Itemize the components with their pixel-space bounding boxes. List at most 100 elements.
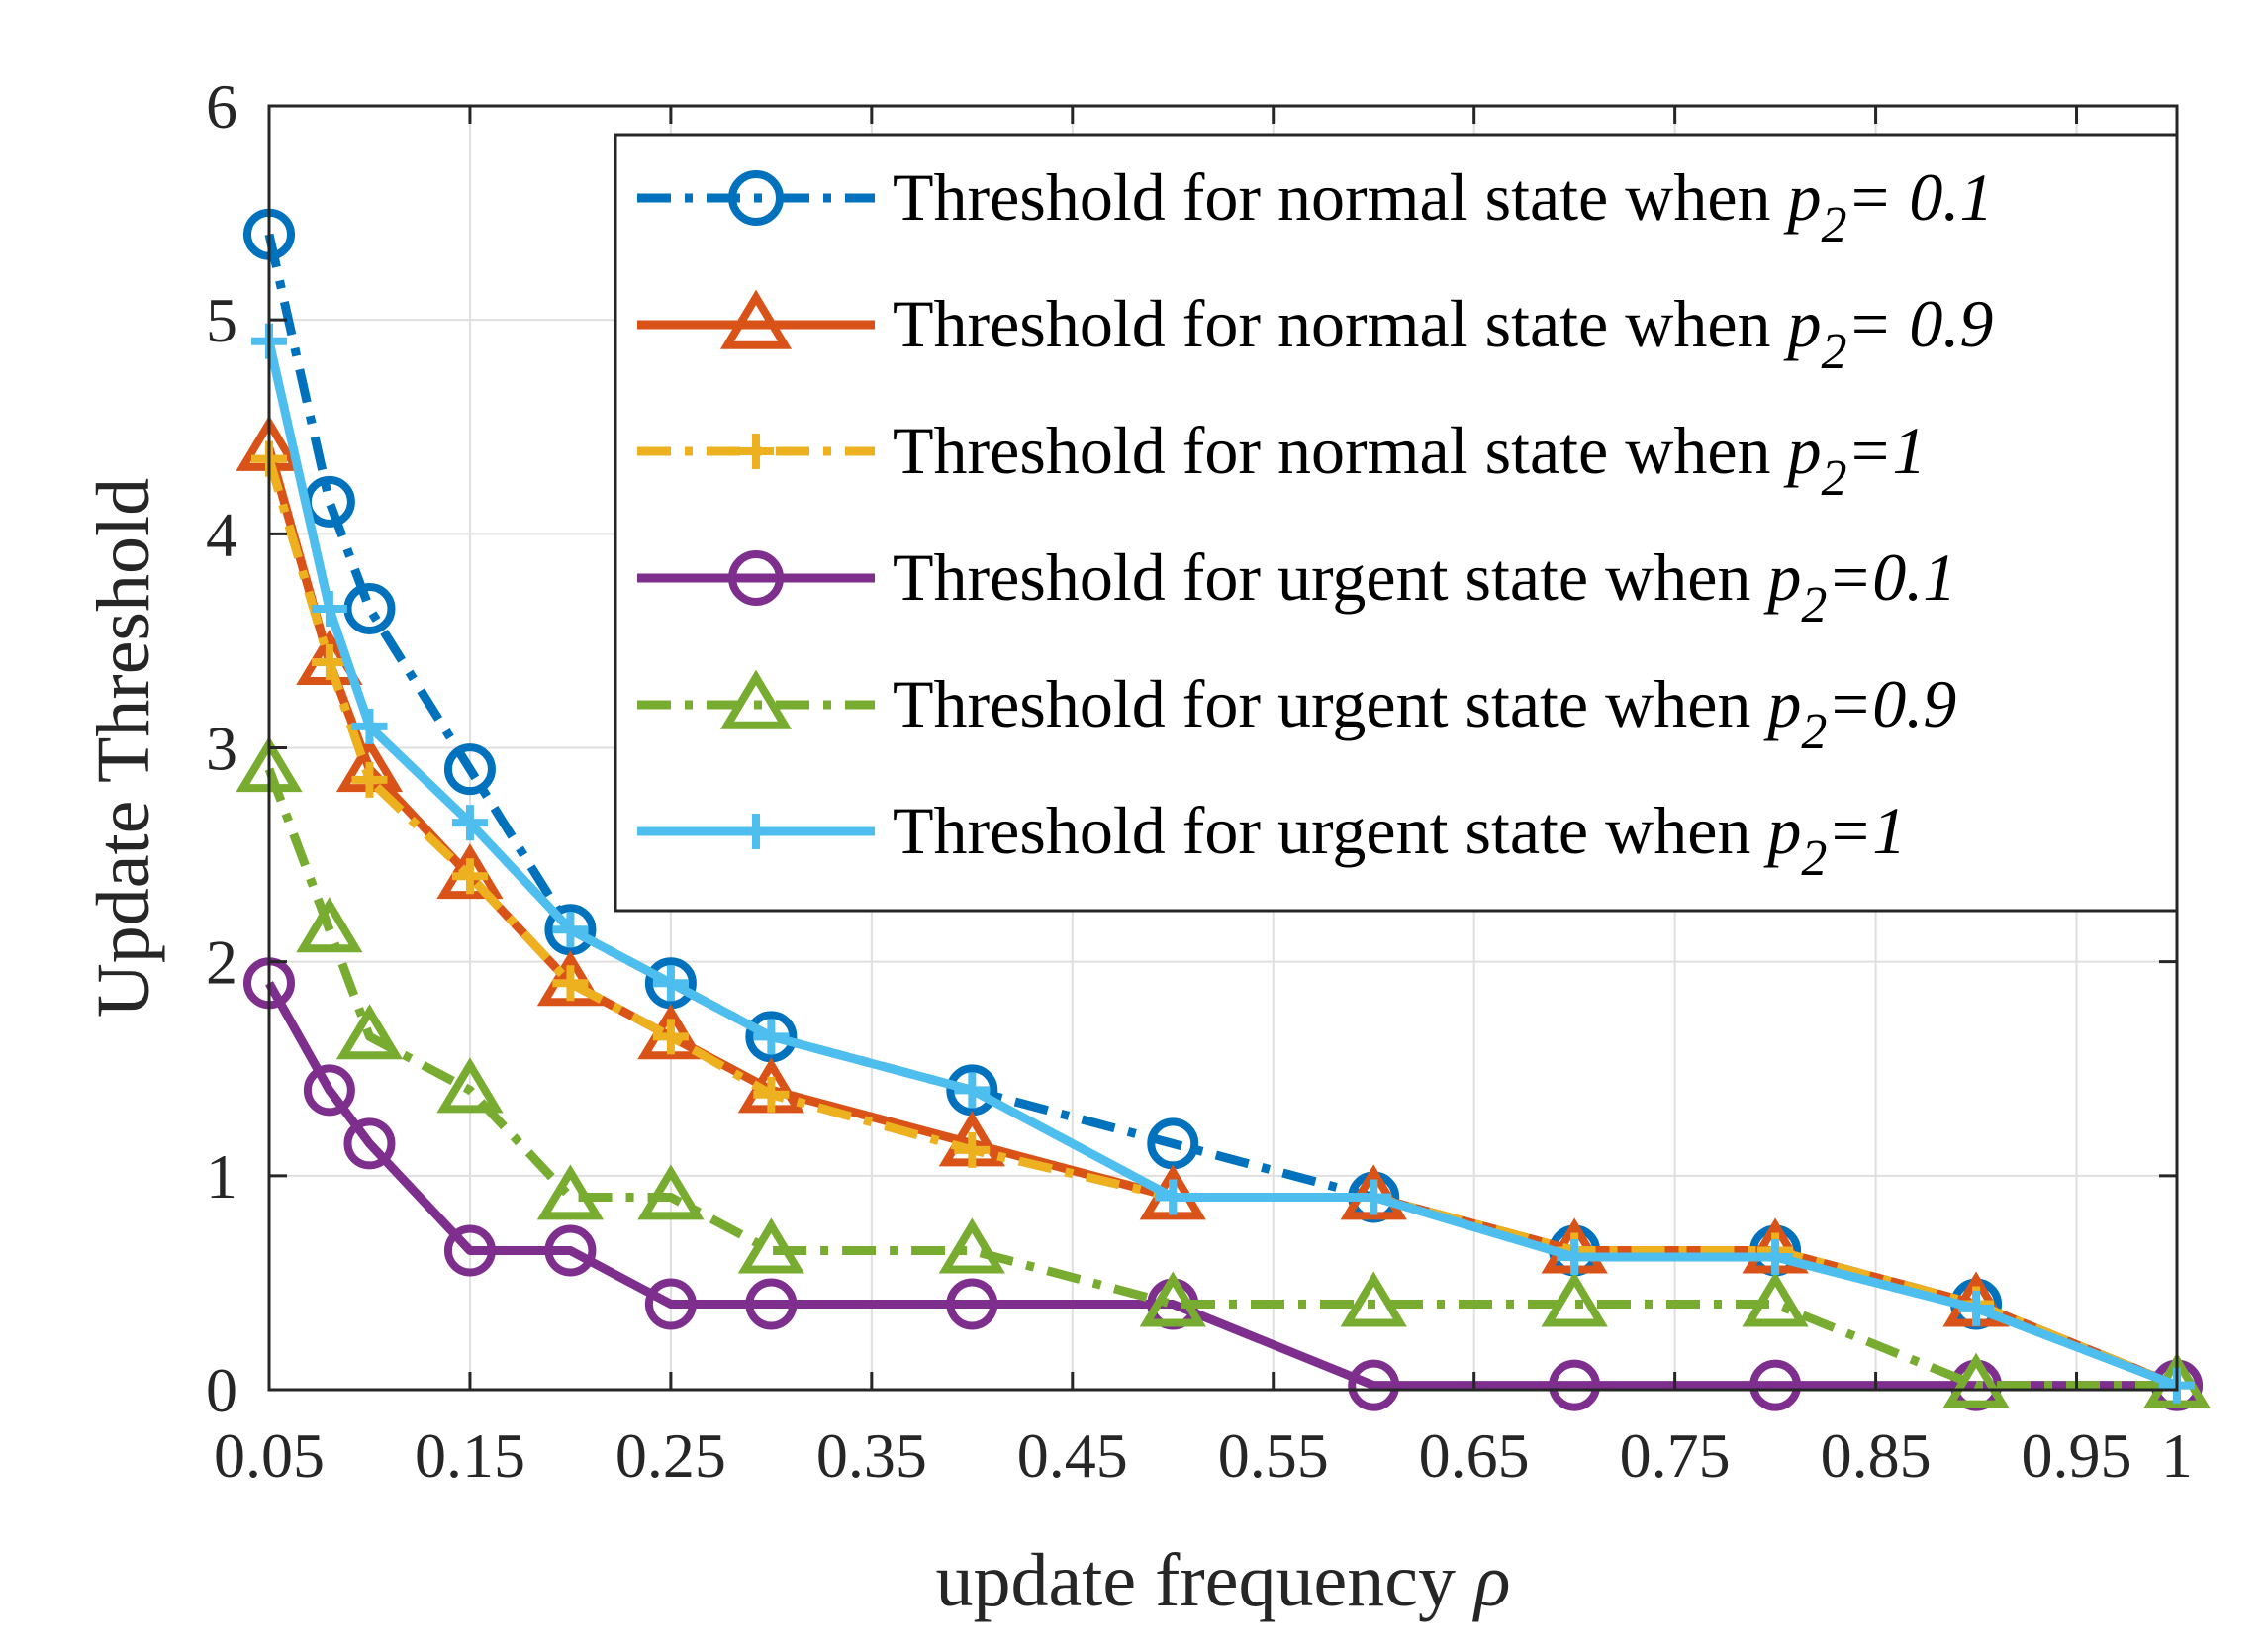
- y-tick-label: 2: [206, 927, 237, 998]
- x-axis-label-text: update frequency: [936, 1539, 1456, 1622]
- legend-label-value: =0.9: [1827, 666, 1956, 741]
- data-point: [343, 1117, 396, 1170]
- y-tick-label: 4: [206, 499, 237, 569]
- x-tick-label: 0.65: [1419, 1420, 1530, 1491]
- data-point: [1340, 1271, 1407, 1327]
- legend: Threshold for normal state when p2= 0.1T…: [614, 133, 2179, 913]
- legend-item-4: Threshold for urgent state when p2=0.9: [637, 666, 1956, 760]
- data-point: [1155, 1179, 1191, 1215]
- data-point: [1541, 1271, 1608, 1327]
- legend-item-0: Threshold for normal state when p2= 0.1: [637, 159, 1993, 253]
- legend-label: Threshold for urgent state when p2=0.9: [893, 666, 1956, 760]
- legend-label-param: p: [1784, 159, 1822, 235]
- legend-label: Threshold for normal state when p2=1: [893, 413, 1926, 507]
- y-tick-label: 1: [206, 1141, 237, 1212]
- legend-label-param: p: [1763, 793, 1801, 868]
- data-point: [1356, 1179, 1392, 1215]
- data-point: [443, 1224, 496, 1277]
- legend-marker-sample: [728, 550, 784, 606]
- data-point: [343, 582, 396, 634]
- data-point: [946, 1278, 998, 1330]
- data-point: [436, 1057, 504, 1114]
- legend-label-param: p: [1763, 666, 1801, 741]
- data-point: [954, 1131, 991, 1168]
- data-point: [637, 1164, 705, 1220]
- legend-marker-sample: [719, 289, 793, 349]
- legend-label-subscript: 2: [1822, 324, 1847, 380]
- x-tick-label: 1: [2161, 1420, 2193, 1491]
- data-point: [1139, 1271, 1206, 1327]
- legend-item-1: Threshold for normal state when p2= 0.9: [637, 286, 1993, 380]
- data-point: [652, 1019, 689, 1055]
- data-point: [544, 1224, 597, 1277]
- series-line-5: [264, 340, 2179, 1390]
- legend-label-text: Threshold for urgent state when: [893, 666, 1767, 741]
- legend-item-2: Threshold for normal state when p2=1: [637, 413, 1926, 507]
- series-5: [251, 323, 2195, 1404]
- y-tick-label: 0: [206, 1355, 237, 1425]
- legend-label: Threshold for urgent state when p2=1: [893, 793, 1906, 887]
- data-point: [753, 1076, 790, 1113]
- data-point: [1958, 1290, 1995, 1326]
- data-point: [552, 965, 589, 1002]
- x-axis-label-symbol: ρ: [1472, 1539, 1510, 1622]
- legend-label-subscript: 2: [1822, 450, 1847, 507]
- data-point: [1942, 1352, 2010, 1408]
- x-tick-label: 0.85: [1821, 1420, 1932, 1491]
- axis-ticks: 0.05 0.15 0.25 0.35 0.45 0.55 0.65 0.75 0.85 0.95…: [206, 71, 2193, 1491]
- data-point: [1549, 1359, 1601, 1411]
- x-tick-label: 0.45: [1017, 1420, 1128, 1491]
- legend-label-subscript: 2: [1822, 197, 1847, 253]
- data-point: [1757, 1238, 1794, 1275]
- data-point: [552, 912, 589, 948]
- data-point: [335, 1004, 404, 1060]
- data-point: [1557, 1238, 1593, 1275]
- data-point: [451, 805, 488, 841]
- series-line-2: [264, 457, 2179, 1390]
- legend-marker-sample: [738, 814, 774, 849]
- legend-label: Threshold for urgent state when p2=0.1: [893, 539, 1956, 633]
- data-point: [311, 644, 347, 681]
- data-point: [443, 743, 496, 796]
- data-point: [311, 590, 347, 627]
- legend-box: [614, 133, 2179, 913]
- data-point: [1749, 1359, 1802, 1411]
- data-point: [938, 1217, 1005, 1274]
- legend-item-3: Threshold for urgent state when p2=0.1: [637, 539, 1956, 633]
- legend-label-text: Threshold for urgent state when: [893, 793, 1767, 868]
- y-tick-label: 3: [206, 714, 237, 784]
- x-tick-label: 0.75: [1620, 1420, 1731, 1491]
- data-point: [644, 1278, 697, 1330]
- data-point: [303, 1064, 355, 1117]
- legend-label-subscript: 2: [1801, 704, 1827, 760]
- data-point: [954, 1072, 991, 1109]
- x-tick-label: 0.55: [1218, 1420, 1329, 1491]
- legend-label-subscript: 2: [1801, 577, 1827, 633]
- x-tick-label: 0.35: [816, 1420, 927, 1491]
- data-point: [737, 1217, 804, 1274]
- data-point: [351, 708, 388, 744]
- data-point: [753, 1019, 790, 1055]
- legend-label-param: p: [1784, 286, 1822, 361]
- legend-label-subscript: 2: [1801, 830, 1827, 887]
- data-point: [1348, 1359, 1400, 1411]
- legend-label-value: =0.1: [1827, 539, 1956, 615]
- legend-label-value: = 0.9: [1847, 286, 1994, 361]
- legend-label: Threshold for normal state when p2= 0.1: [893, 159, 1993, 253]
- y-tick-label: 6: [206, 71, 237, 142]
- data-point: [745, 1278, 798, 1330]
- data-point: [652, 965, 689, 1002]
- x-axis-label: update frequency ρ: [936, 1539, 1511, 1622]
- legend-label-text: Threshold for normal state when: [893, 413, 1788, 488]
- legend-label-value: =1: [1827, 793, 1906, 868]
- data-point: [351, 761, 388, 798]
- series-4: [236, 736, 2211, 1408]
- legend-label: Threshold for normal state when p2= 0.9: [893, 286, 1993, 380]
- legend-label-text: Threshold for normal state when: [893, 159, 1788, 235]
- x-tick-label: 0.95: [2022, 1420, 2132, 1491]
- legend-marker-sample: [719, 669, 793, 729]
- legend-label-param: p: [1784, 413, 1822, 488]
- y-tick-label: 5: [206, 285, 237, 355]
- legend-marker-sample: [728, 170, 784, 226]
